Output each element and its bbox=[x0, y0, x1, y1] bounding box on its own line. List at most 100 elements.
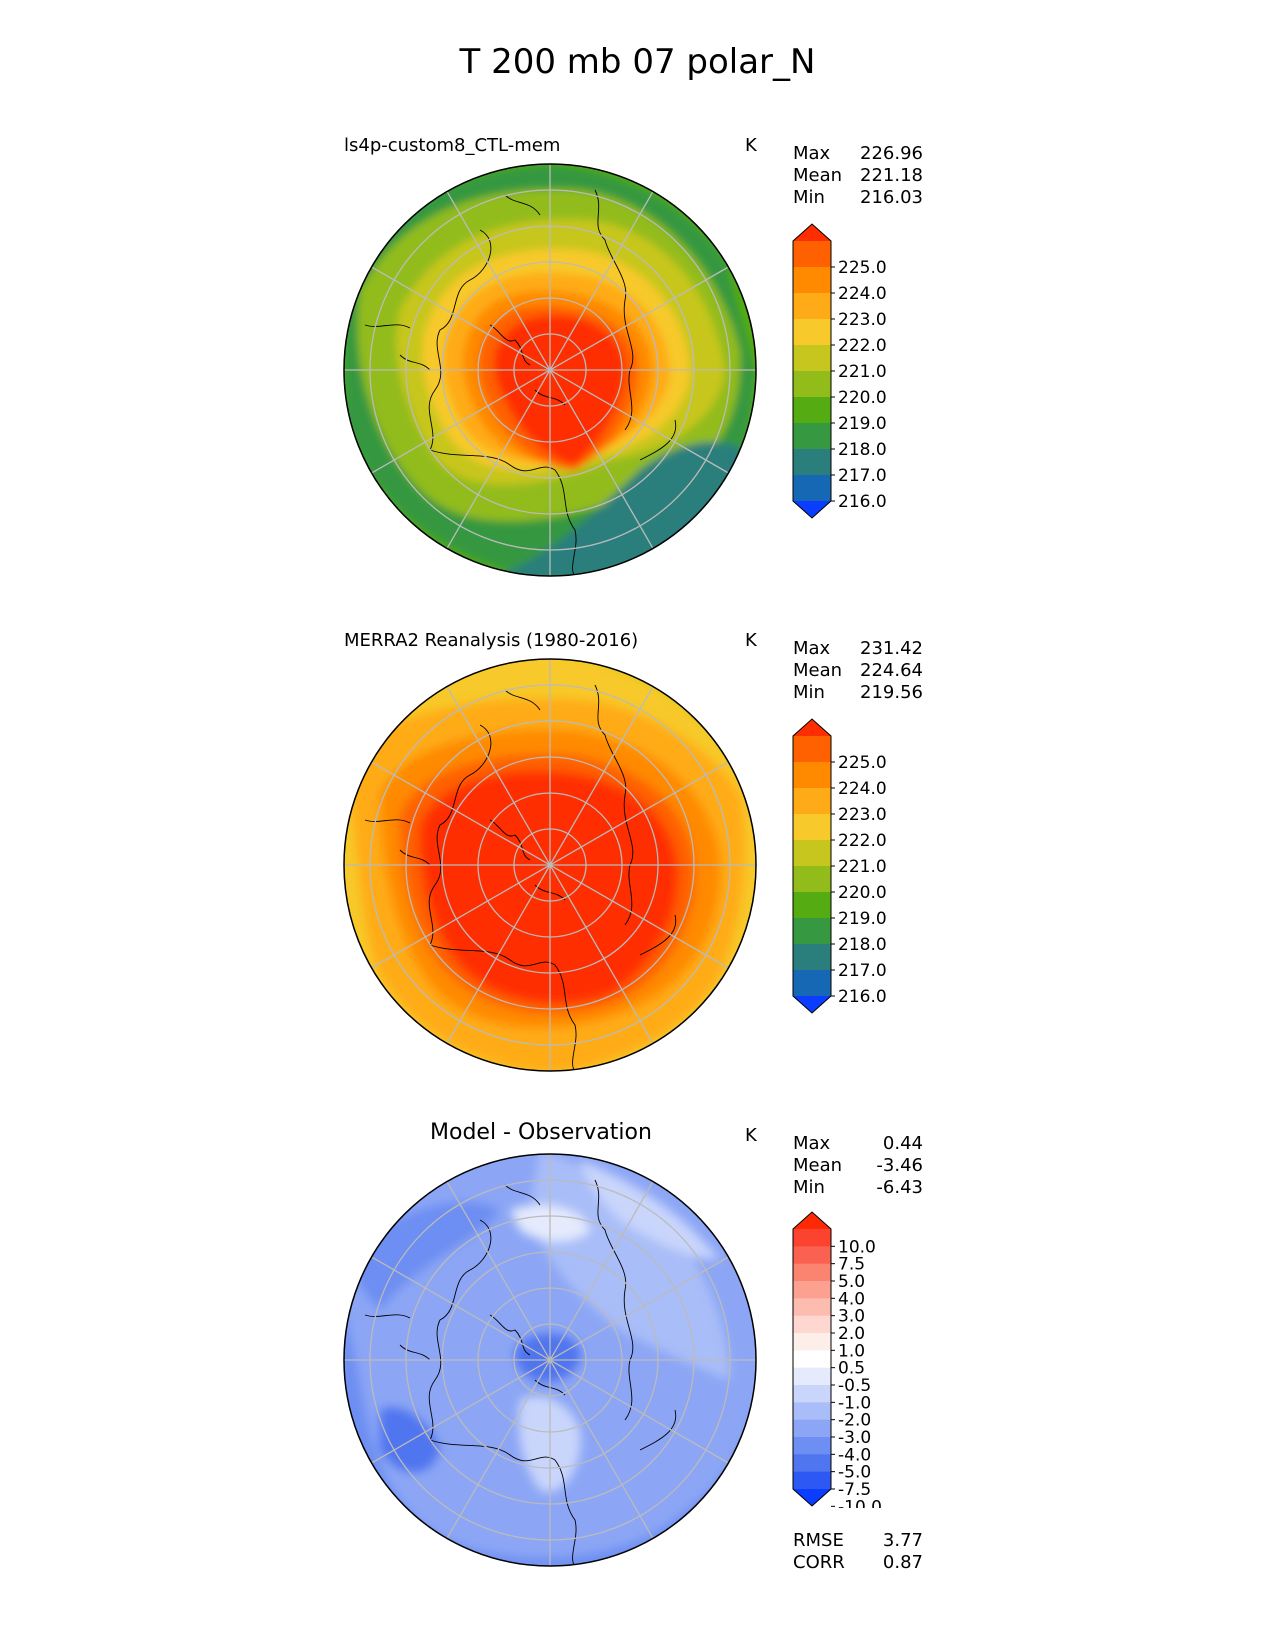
panel-3-metrics: RMSE 3.77 CORR 0.87 bbox=[793, 1530, 923, 1574]
colorbar-extend-max bbox=[793, 719, 831, 736]
graticule bbox=[344, 164, 756, 576]
graticule bbox=[344, 1154, 756, 1566]
colorbar-segment bbox=[793, 1419, 831, 1438]
colorbar-tick-label: 10.0 bbox=[838, 1237, 876, 1257]
colorbar-segment bbox=[793, 241, 831, 268]
colorbar-tick-label: -5.0 bbox=[838, 1463, 871, 1483]
colorbar-tick-label: -10.0 bbox=[838, 1497, 882, 1508]
stat-mean: Mean 221.18 bbox=[793, 165, 923, 186]
stat-min: Min 219.56 bbox=[793, 682, 923, 703]
colorbar-extend-max bbox=[793, 224, 831, 241]
colorbar-segment bbox=[793, 736, 831, 763]
colorbar-tick-label: 216.0 bbox=[838, 492, 887, 512]
colorbar-segment bbox=[793, 1263, 831, 1282]
colorbar-extend-min bbox=[793, 996, 831, 1013]
colorbar-segment bbox=[793, 475, 831, 502]
stat-max: Max 231.42 bbox=[793, 638, 923, 659]
colorbar-segment bbox=[793, 345, 831, 372]
stat-max: Max 0.44 bbox=[793, 1133, 923, 1154]
colorbar-tick-label: 217.0 bbox=[838, 466, 887, 486]
colorbar-segment bbox=[793, 892, 831, 919]
colorbar-segment bbox=[793, 1298, 831, 1317]
panel-2-stats: Max 231.42 Mean 224.64 Min 219.56 bbox=[793, 638, 923, 704]
colorbar-segment bbox=[793, 1246, 831, 1265]
colorbar-tick-label: -2.0 bbox=[838, 1411, 871, 1431]
colorbar-segment bbox=[793, 293, 831, 320]
colorbar-tick-label: 223.0 bbox=[838, 805, 887, 825]
colorbar-segment bbox=[793, 1350, 831, 1369]
colorbar-tick-label: 221.0 bbox=[838, 857, 887, 877]
colorbar-tick-label: 5.0 bbox=[838, 1272, 865, 1292]
colorbar-tick-label: 218.0 bbox=[838, 440, 887, 460]
colorbar-segment bbox=[793, 423, 831, 450]
panel-1-units: K bbox=[745, 135, 757, 156]
colorbar-segment bbox=[793, 944, 831, 971]
colorbar-segment bbox=[793, 1402, 831, 1421]
colorbar-segment bbox=[793, 267, 831, 294]
colorbar-tick-label: 2.0 bbox=[838, 1324, 865, 1344]
colorbar-segment bbox=[793, 1471, 831, 1490]
colorbar-tick-label: 223.0 bbox=[838, 310, 887, 330]
colorbar-tick-label: 225.0 bbox=[838, 258, 887, 278]
colorbar-tick-label: -7.5 bbox=[838, 1480, 871, 1500]
panel-2-units: K bbox=[745, 630, 757, 651]
panel-3-stats: Max 0.44 Mean -3.46 Min -6.43 bbox=[793, 1133, 923, 1199]
colorbar-segment bbox=[793, 814, 831, 841]
panel-2-title: MERRA2 Reanalysis (1980-2016) bbox=[344, 630, 639, 651]
panel-1-map bbox=[343, 163, 757, 577]
colorbar-extend-min bbox=[793, 1489, 831, 1506]
colorbar-tick-label: 1.0 bbox=[838, 1341, 865, 1361]
panel-1-title: ls4p-custom8_CTL-mem bbox=[344, 135, 561, 156]
colorbar-tick-label: 7.5 bbox=[838, 1255, 865, 1275]
colorbar-segment bbox=[793, 762, 831, 789]
colorbar-segment bbox=[793, 866, 831, 893]
colorbar-tick-label: 216.0 bbox=[838, 987, 887, 1007]
colorbar-segment bbox=[793, 397, 831, 424]
colorbar-tick-label: 220.0 bbox=[838, 883, 887, 903]
colorbar-tick-label: 224.0 bbox=[838, 779, 887, 799]
stat-min: Min -6.43 bbox=[793, 1177, 923, 1198]
colorbar-tick-label: -1.0 bbox=[838, 1393, 871, 1413]
stat-mean: Mean 224.64 bbox=[793, 660, 923, 681]
panel-3-map bbox=[343, 1153, 757, 1567]
colorbar-segment bbox=[793, 371, 831, 398]
stat-min: Min 216.03 bbox=[793, 187, 923, 208]
panel-1-colorbar: 225.0 224.0 223.0 222.0 221.0 220.0 219.0 218.0… bbox=[792, 223, 887, 520]
colorbar-tick-label: 0.5 bbox=[838, 1359, 865, 1379]
panel-3-title: Model - Observation bbox=[430, 1120, 652, 1145]
colorbar-segment bbox=[793, 1229, 831, 1247]
colorbar-tick-label: 225.0 bbox=[838, 753, 887, 773]
colorbar-tick-label: 221.0 bbox=[838, 362, 887, 382]
metric-corr: CORR 0.87 bbox=[793, 1552, 923, 1573]
colorbar-tick-label: 215.0 bbox=[838, 1013, 887, 1015]
colorbar-segment bbox=[793, 970, 831, 997]
colorbar-segment bbox=[793, 319, 831, 346]
colorbar-segment bbox=[793, 1333, 831, 1351]
panel-3-units: K bbox=[745, 1125, 757, 1146]
colorbar-segment bbox=[793, 788, 831, 815]
colorbar-segment bbox=[793, 918, 831, 945]
colorbar-tick-label: 3.0 bbox=[838, 1307, 865, 1327]
colorbar-tick-label: 218.0 bbox=[838, 935, 887, 955]
colorbar-tick-label: 215.0 bbox=[838, 518, 887, 520]
stat-mean: Mean -3.46 bbox=[793, 1155, 923, 1176]
colorbar-tick-label: 219.0 bbox=[838, 909, 887, 929]
panel-1-stats: Max 226.96 Mean 221.18 Min 216.03 bbox=[793, 143, 923, 209]
colorbar-tick-label: 4.0 bbox=[838, 1289, 865, 1309]
panel-2-colorbar: 225.0 224.0 223.0 222.0 221.0 220.0 219.0 218.0… bbox=[792, 718, 887, 1015]
map-boundary bbox=[343, 1153, 757, 1567]
colorbar-tick-label: -4.0 bbox=[838, 1445, 871, 1465]
colorbar-tick-label: 222.0 bbox=[838, 336, 887, 356]
colorbar-segment bbox=[793, 449, 831, 476]
graticule bbox=[344, 659, 756, 1071]
figure-title: T 200 mb 07 polar_N bbox=[459, 42, 816, 82]
colorbar-segment bbox=[793, 1385, 831, 1403]
colorbar-segment bbox=[793, 840, 831, 867]
colorbar-tick-label: 217.0 bbox=[838, 961, 887, 981]
metric-rmse: RMSE 3.77 bbox=[793, 1530, 923, 1551]
colorbar-segment bbox=[793, 1437, 831, 1455]
colorbar-segment bbox=[793, 1315, 831, 1334]
colorbar-tick-label: 222.0 bbox=[838, 831, 887, 851]
colorbar-tick-label: -3.0 bbox=[838, 1428, 871, 1448]
coastlines bbox=[364, 684, 677, 1071]
